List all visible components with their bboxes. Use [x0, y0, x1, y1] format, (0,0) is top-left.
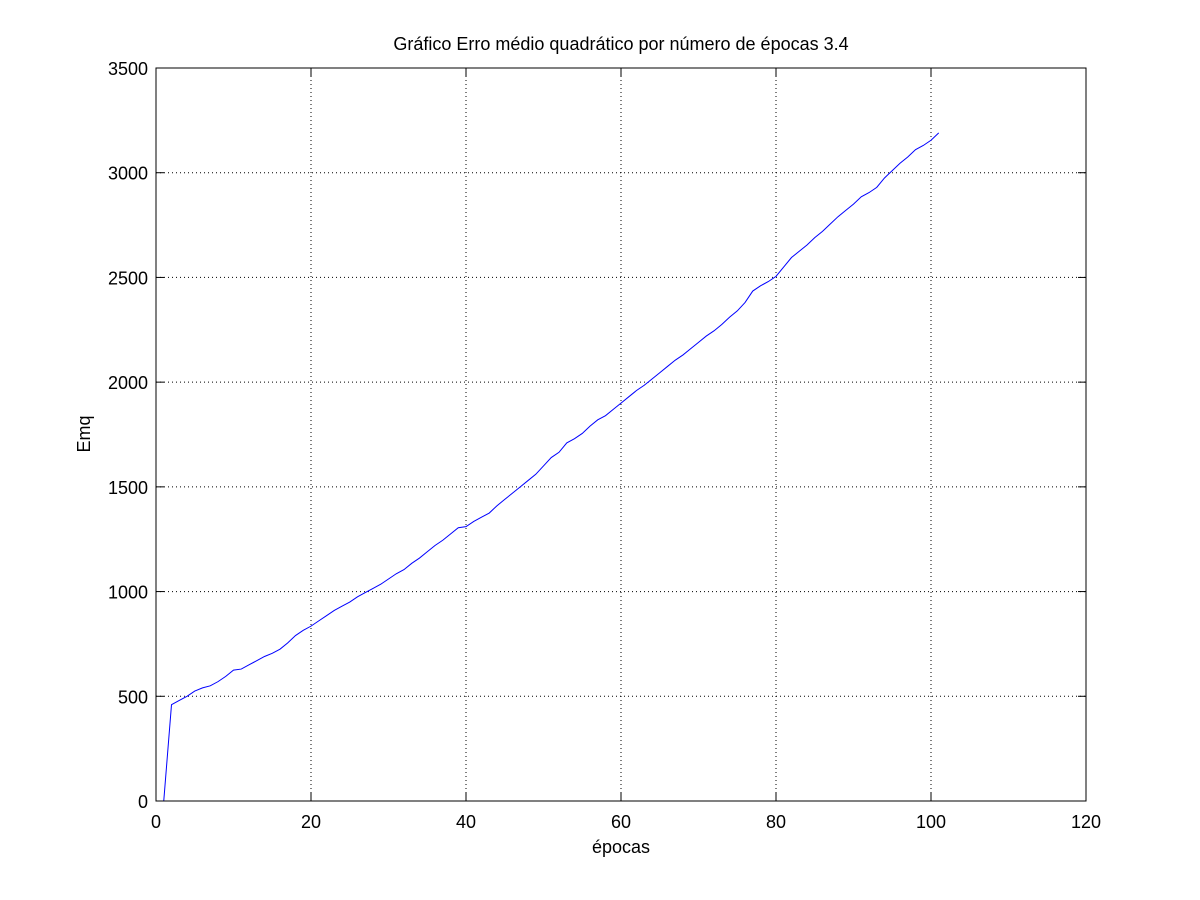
- x-tick-label: 0: [151, 812, 161, 832]
- y-tick-label: 3000: [108, 164, 148, 184]
- grid-lines: [156, 68, 1086, 801]
- x-tick-label: 60: [611, 812, 631, 832]
- x-tick-labels: 0 20 40 60 80 100 120: [151, 812, 1101, 832]
- y-tick-label: 3500: [108, 59, 148, 79]
- y-tick-labels: 0 500 1000 1500 2000 2500 3000 3500: [108, 59, 148, 812]
- x-tick-label: 40: [456, 812, 476, 832]
- data-layer: [163, 132, 940, 802]
- x-tick-label: 20: [301, 812, 321, 832]
- x-tick-label: 80: [766, 812, 786, 832]
- y-tick-label: 0: [138, 792, 148, 812]
- tick-marks: [155, 67, 1087, 802]
- y-tick-label: 2500: [108, 268, 148, 288]
- y-tick-label: 1500: [108, 478, 148, 498]
- x-tick-label: 100: [916, 812, 946, 832]
- plot-area-background: [156, 68, 1086, 801]
- y-tick-label: 1000: [108, 583, 148, 603]
- y-tick-label: 2000: [108, 373, 148, 393]
- y-tick-label: 500: [118, 687, 148, 707]
- y-axis-label: Emq: [74, 415, 94, 452]
- x-tick-label: 120: [1071, 812, 1101, 832]
- chart-title: Gráfico Erro médio quadrático por número…: [393, 34, 848, 54]
- series-line: [163, 132, 940, 802]
- x-axis-label: épocas: [592, 837, 650, 857]
